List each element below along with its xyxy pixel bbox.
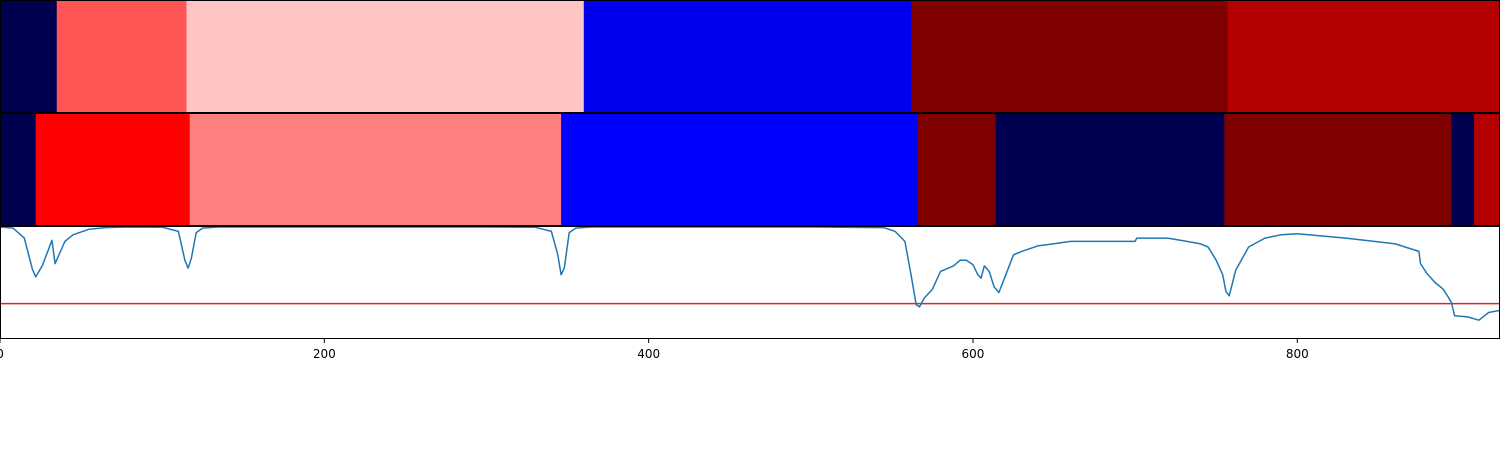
segment-track-top-bars (0, 1, 1500, 112)
segment-track-top (0, 0, 1500, 113)
segment-bottom-5 (995, 114, 1225, 225)
signal-track (0, 226, 1500, 339)
segment-top-4 (911, 1, 1229, 112)
segment-top-0 (0, 1, 58, 112)
segment-bottom-4 (917, 114, 997, 225)
segment-top-5 (1227, 1, 1500, 112)
x-tick-label-600: 600 (962, 347, 985, 361)
segment-top-1 (56, 1, 187, 112)
segment-top-2 (186, 1, 585, 112)
segment-top-3 (583, 1, 912, 112)
signal-line (0, 226, 1500, 321)
x-tick-label-0: 0 (0, 347, 4, 361)
x-axis: 0 200 400 600 800 (0, 338, 1309, 361)
segment-bottom-7 (1451, 114, 1475, 225)
x-tick-label-800: 800 (1286, 347, 1309, 361)
x-tick-label-200: 200 (313, 347, 336, 361)
x-tick-label-400: 400 (637, 347, 660, 361)
segment-bottom-1 (35, 114, 191, 225)
segment-bottom-3 (561, 114, 919, 225)
segment-track-bottom (0, 113, 1500, 226)
segment-bottom-2 (189, 114, 562, 225)
segment-bottom-8 (1474, 114, 1500, 225)
segment-bottom-6 (1224, 114, 1452, 225)
segment-bottom-0 (0, 114, 37, 225)
segment-track-bottom-bars (0, 114, 1500, 225)
